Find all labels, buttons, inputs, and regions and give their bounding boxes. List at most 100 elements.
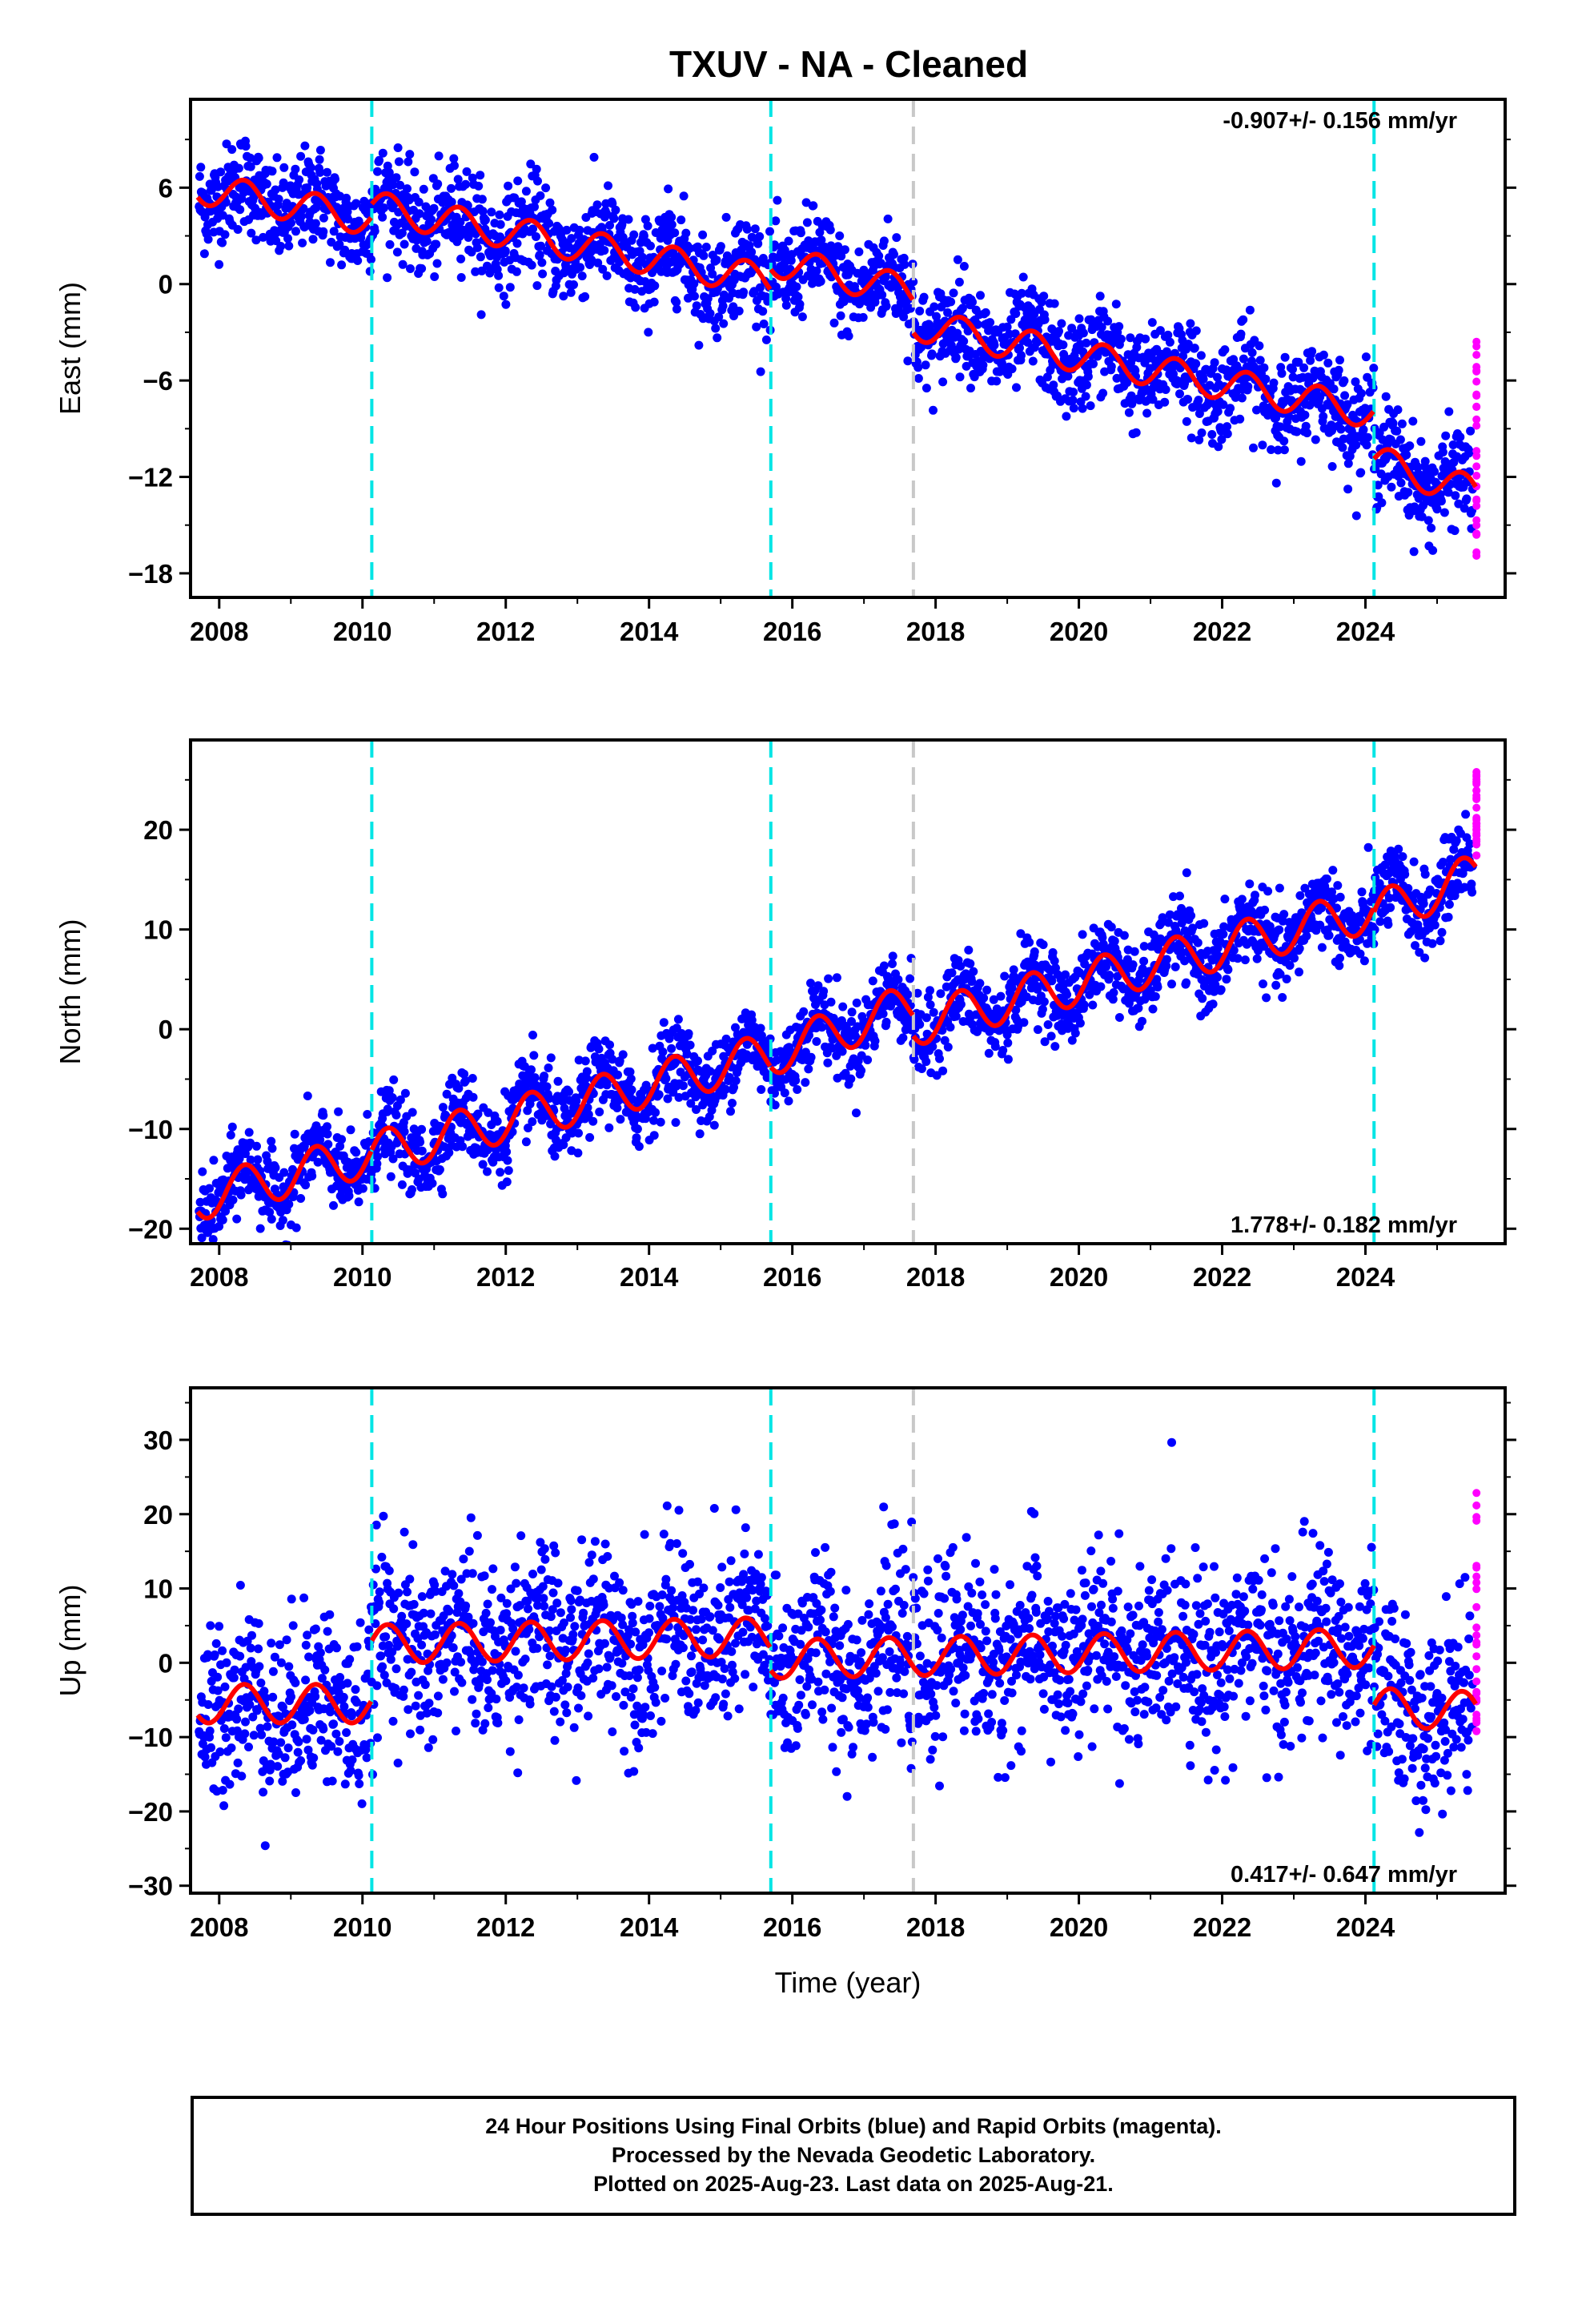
data-point: [389, 1075, 399, 1084]
data-point: [946, 1023, 955, 1032]
data-point: [1376, 469, 1386, 479]
data-point: [207, 1743, 215, 1752]
data-point: [334, 1107, 343, 1116]
data-point: [1430, 467, 1439, 476]
data-point: [1237, 393, 1247, 403]
data-point: [718, 301, 728, 311]
data-point: [323, 1122, 331, 1132]
data-point: [1271, 980, 1281, 990]
data-point: [1078, 404, 1087, 413]
data-point: [416, 1137, 425, 1147]
data-point: [215, 259, 224, 269]
data-point: [307, 1172, 317, 1180]
data-point: [705, 1067, 715, 1076]
data-point: [408, 1108, 417, 1117]
data-point: [417, 1124, 427, 1134]
data-point: [396, 1095, 405, 1104]
data-point: [1012, 383, 1021, 392]
data-point: [454, 1084, 464, 1093]
rapid-point: [1472, 472, 1481, 480]
data-point: [989, 995, 998, 1004]
chart-title: TXUV - NA - Cleaned: [669, 43, 1028, 85]
data-point: [196, 163, 206, 172]
data-point: [494, 283, 504, 292]
data-point: [981, 308, 990, 317]
data-point: [530, 202, 539, 211]
data-point: [236, 1190, 246, 1200]
data-point: [308, 235, 318, 244]
data-point: [1267, 445, 1276, 454]
data-point: [373, 167, 382, 176]
data-point: [210, 1650, 219, 1659]
data-point: [796, 228, 805, 238]
data-point: [562, 225, 572, 235]
data-point: [781, 300, 791, 310]
data-point: [296, 151, 306, 161]
data-point: [1216, 985, 1226, 995]
data-point: [1351, 440, 1361, 450]
data-point: [1362, 440, 1371, 450]
data-point: [1170, 962, 1180, 971]
data-point: [222, 139, 231, 149]
data-point: [634, 1142, 644, 1152]
data-point: [835, 231, 845, 240]
data-point: [712, 255, 721, 265]
data-point: [495, 210, 504, 219]
data-point: [329, 1200, 338, 1210]
data-point: [414, 197, 424, 207]
data-point: [394, 157, 404, 167]
data-point: [1150, 991, 1160, 1001]
data-point: [575, 225, 584, 235]
data-point: [661, 1074, 671, 1084]
y-axis-label: North (mm): [54, 919, 86, 1065]
data-point: [385, 239, 395, 249]
data-point: [725, 1072, 734, 1082]
data-point: [625, 1068, 635, 1076]
data-point: [528, 224, 537, 234]
data-point: [1102, 962, 1111, 971]
data-point: [879, 961, 889, 971]
data-point: [1438, 448, 1447, 457]
data-point: [1373, 480, 1383, 490]
data-point: [825, 225, 835, 235]
data-point: [1162, 955, 1171, 964]
data-point: [226, 1130, 235, 1140]
data-point: [1103, 316, 1113, 326]
data-point: [1017, 351, 1026, 360]
data-point: [1403, 883, 1413, 893]
data-point: [295, 175, 304, 184]
data-point: [747, 1015, 757, 1025]
data-point: [580, 292, 590, 301]
data-point: [1417, 512, 1427, 521]
rapid-point: [1472, 337, 1481, 346]
data-point: [387, 1093, 397, 1103]
data-point: [296, 1194, 306, 1203]
data-point: [195, 1197, 205, 1207]
data-point: [998, 1046, 1008, 1055]
data-point: [951, 352, 961, 362]
data-point: [854, 247, 864, 256]
data-point: [329, 227, 339, 236]
data-point: [1019, 1018, 1029, 1027]
data-point: [921, 384, 931, 393]
data-point: [1327, 462, 1337, 471]
x-tick-label: 2010: [333, 617, 391, 646]
data-point: [716, 242, 725, 251]
data-point: [1182, 978, 1191, 987]
data-point: [1007, 983, 1017, 993]
data-point: [544, 219, 554, 228]
data-point: [1460, 504, 1469, 513]
data-point: [1191, 326, 1201, 336]
data-point: [1415, 947, 1424, 957]
data-point: [1195, 435, 1204, 444]
rapid-point: [1472, 772, 1481, 781]
data-point: [881, 301, 891, 311]
rapid-point: [1472, 421, 1481, 430]
data-point: [422, 236, 432, 246]
data-point: [1405, 441, 1415, 451]
data-point: [267, 1214, 276, 1224]
data-point: [220, 230, 230, 239]
data-point: [398, 259, 408, 269]
data-point: [659, 1018, 669, 1027]
x-tick-label: 2016: [763, 617, 821, 646]
